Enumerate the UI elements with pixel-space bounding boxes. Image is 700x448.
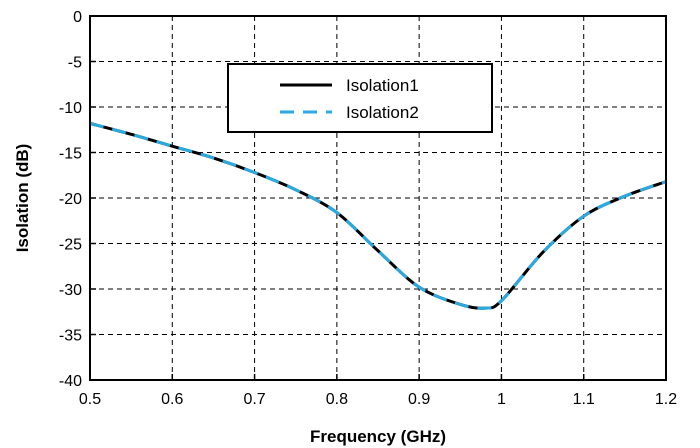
y-tick-label: -10	[59, 100, 82, 117]
x-tick-label: 1.2	[655, 391, 677, 408]
y-tick-label: -25	[59, 237, 82, 254]
legend: Isolation1 Isolation2	[227, 63, 493, 133]
x-tick-label: 0.7	[243, 391, 265, 408]
x-tick-label: 0.9	[408, 391, 430, 408]
series-line-2	[89, 121, 667, 310]
y-axis-title: Isolation (dB)	[13, 144, 32, 253]
legend-box	[227, 63, 493, 133]
y-tick-label: -35	[59, 328, 82, 345]
x-tick-label: 0.8	[326, 391, 348, 408]
axis-ticks: 0.5 0.6 0.7 0.8 0.9 1 1.1 1.2 0 -5 -10 -15 -20 -25 -30…	[59, 9, 677, 408]
grid	[90, 16, 666, 380]
y-tick-label: -20	[59, 191, 82, 208]
y-tick-label: -30	[59, 282, 82, 299]
y-tick-label: 0	[73, 9, 82, 26]
series-lines	[89, 121, 667, 310]
x-tick-label: 0.5	[79, 391, 101, 408]
x-axis-title: Frequency (GHz)	[310, 427, 446, 446]
x-tick-label: 1.1	[573, 391, 595, 408]
y-tick-label: -40	[59, 373, 82, 390]
x-tick-label: 1	[497, 391, 506, 408]
series-line-1	[89, 121, 667, 310]
y-tick-label: -5	[68, 55, 82, 72]
x-tick-label: 0.6	[161, 391, 183, 408]
legend-label-1: Isolation1	[346, 76, 419, 95]
y-tick-label: -15	[59, 146, 82, 163]
legend-label-2: Isolation2	[346, 103, 419, 122]
